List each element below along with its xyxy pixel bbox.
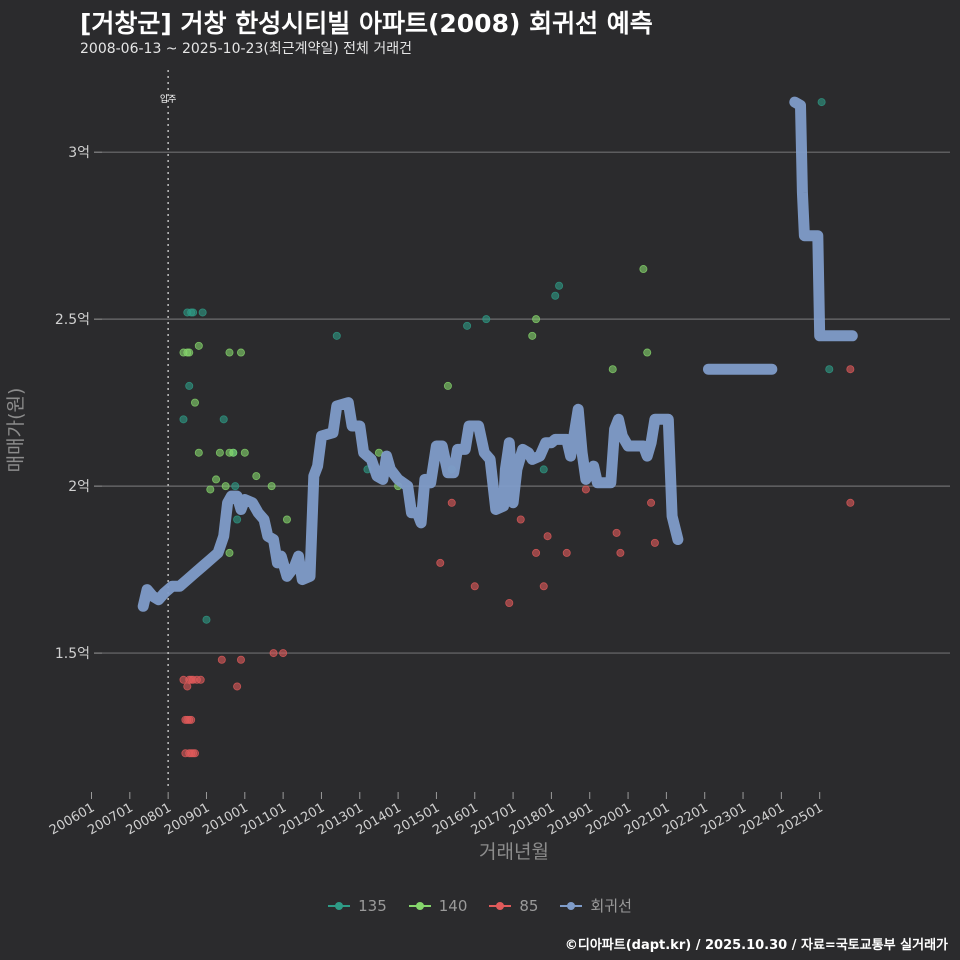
points-layer — [179, 98, 855, 758]
point-85 — [236, 655, 245, 664]
point-140 — [221, 482, 230, 491]
point-85 — [516, 515, 525, 524]
point-135 — [231, 482, 240, 491]
point-140 — [282, 515, 291, 524]
y-axis-label: 매매가(원) — [5, 388, 27, 473]
chart-title: [거창군] 거창 한성시티빌 아파트(2008) 회귀선 예측 — [80, 9, 653, 38]
regression-layer — [137, 96, 858, 612]
legend-label: 140 — [438, 896, 468, 915]
point-135 — [463, 321, 472, 330]
chart-subtitle: 2008-06-13 ~ 2025-10-23(최근계약일) 전체 거래건 — [80, 41, 412, 57]
point-85 — [447, 498, 456, 507]
point-85 — [581, 485, 590, 494]
point-85 — [846, 365, 855, 374]
point-140 — [252, 472, 261, 481]
point-85 — [562, 548, 571, 557]
point-85 — [196, 675, 205, 684]
grid-layer: 입주 — [102, 70, 950, 790]
point-85 — [436, 558, 445, 567]
point-85 — [543, 532, 552, 541]
point-140 — [212, 475, 221, 484]
y-tick-label: 3억 — [68, 145, 90, 161]
point-135 — [179, 415, 188, 424]
point-140 — [532, 315, 541, 324]
point-140 — [236, 348, 245, 357]
point-140 — [225, 348, 234, 357]
point-140 — [443, 381, 452, 390]
point-140 — [608, 365, 617, 374]
legend-key-icon — [489, 899, 512, 913]
regression-line — [137, 397, 684, 612]
regression-line — [789, 96, 858, 342]
point-135 — [185, 381, 194, 390]
point-85 — [187, 715, 196, 724]
point-135 — [202, 615, 211, 624]
point-85 — [470, 582, 479, 591]
point-135 — [539, 465, 548, 474]
point-140 — [225, 548, 234, 557]
y-tick-label: 2억 — [68, 479, 90, 495]
point-135 — [555, 281, 564, 290]
point-140 — [639, 265, 648, 274]
point-85 — [279, 649, 288, 658]
point-135 — [189, 308, 198, 317]
point-135 — [817, 98, 826, 107]
point-85 — [846, 498, 855, 507]
legend-key-icon — [408, 899, 431, 913]
point-85 — [269, 649, 278, 658]
point-135 — [233, 515, 242, 524]
point-140 — [190, 398, 199, 407]
legend: 135 140 85 회귀선 — [0, 895, 960, 916]
point-135 — [332, 331, 341, 340]
legend-item-140: 140 — [408, 895, 468, 916]
legend-item-85: 85 — [489, 895, 538, 916]
credit-text: ©디아파트(dapt.kr) / 2025.10.30 / 자료=국토교통부 실… — [564, 938, 948, 953]
point-140 — [267, 482, 276, 491]
point-140 — [528, 331, 537, 340]
point-140 — [194, 341, 203, 350]
point-140 — [206, 485, 215, 494]
point-135 — [551, 291, 560, 300]
legend-key-icon — [328, 899, 351, 913]
point-140 — [240, 448, 249, 457]
point-140 — [185, 348, 194, 357]
legend-label: 85 — [519, 896, 539, 915]
point-135 — [482, 315, 491, 324]
point-85 — [650, 538, 659, 547]
point-140 — [215, 448, 224, 457]
axis-layer: 1.5억2억2.5억3억2006012007012008012009012010… — [47, 145, 826, 838]
legend-label: 회귀선 — [590, 897, 632, 915]
y-tick-label: 2.5억 — [55, 312, 90, 328]
point-140 — [229, 448, 238, 457]
point-85 — [616, 548, 625, 557]
point-85 — [217, 655, 226, 664]
point-85 — [647, 498, 656, 507]
x-axis-label: 거래년월 — [479, 841, 549, 863]
point-135 — [219, 415, 228, 424]
legend-item-135: 135 — [328, 895, 387, 916]
y-tick-label: 1.5억 — [55, 646, 90, 662]
point-85 — [183, 682, 192, 691]
point-135 — [825, 365, 834, 374]
point-85 — [532, 548, 541, 557]
point-85 — [539, 582, 548, 591]
legend-item-회귀선: 회귀선 — [560, 895, 632, 916]
legend-key-icon — [560, 899, 583, 913]
point-85 — [505, 598, 514, 607]
point-85 — [190, 749, 199, 758]
point-140 — [194, 448, 203, 457]
point-140 — [643, 348, 652, 357]
point-135 — [198, 308, 207, 317]
point-85 — [233, 682, 242, 691]
legend-label: 135 — [358, 896, 387, 915]
movein-label: 입주 — [160, 93, 177, 105]
point-85 — [612, 528, 621, 537]
